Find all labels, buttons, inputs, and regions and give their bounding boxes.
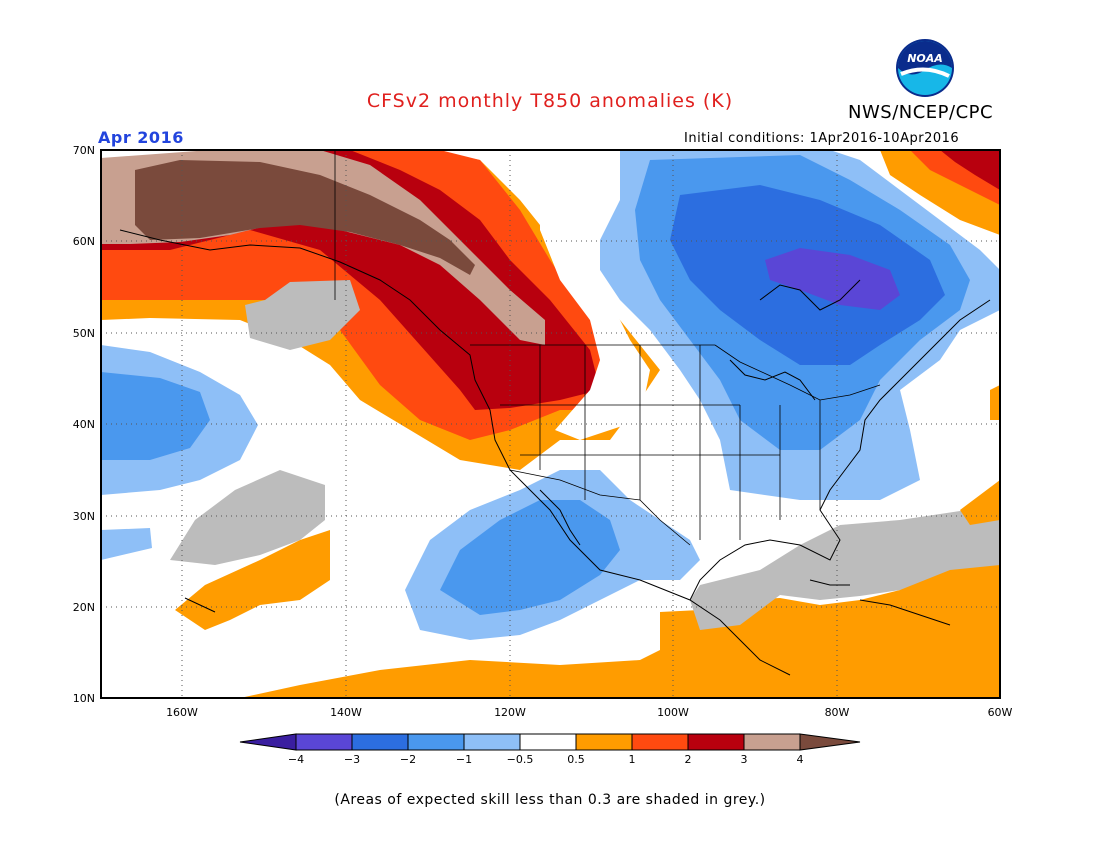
- colorbar-label: 4: [797, 753, 804, 766]
- organization-label: NWS/NCEP/CPC: [848, 102, 994, 123]
- colorbar-label: 0.5: [567, 753, 585, 766]
- skill-note: (Areas of expected skill less than 0.3 a…: [334, 792, 766, 808]
- lon-label: 100W: [657, 706, 689, 719]
- lat-label: 50N: [73, 327, 95, 340]
- low-skill-pacific: [170, 470, 325, 565]
- warm-band-south: [240, 560, 1000, 698]
- colorbar-swatch: [631, 733, 689, 751]
- colorbar: [239, 733, 861, 751]
- initial-conditions: Initial conditions: 1Apr2016-10Apr2016: [684, 131, 960, 146]
- colorbar-label: −3: [344, 753, 360, 766]
- lon-label: 140W: [330, 706, 362, 719]
- chart-title: CFSv2 monthly T850 anomalies (K): [366, 90, 734, 112]
- logo-text: NOAA: [907, 52, 943, 65]
- noaa-logo: NOAA: [896, 39, 954, 97]
- lon-label: 120W: [494, 706, 526, 719]
- colorbar-label: −4: [288, 753, 304, 766]
- forecast-period: Apr 2016: [98, 128, 184, 147]
- colorbar-swatch: [351, 733, 409, 751]
- lon-label: 60W: [988, 706, 1013, 719]
- lat-label: 20N: [73, 601, 95, 614]
- colorbar-labels: −4 −3 −2 −1 −0.5 0.5 1 2 3 4: [288, 753, 804, 766]
- lon-label: 160W: [166, 706, 198, 719]
- colorbar-label: 1: [629, 753, 636, 766]
- colorbar-swatch: [407, 733, 465, 751]
- colorbar-swatch: [687, 733, 745, 751]
- extreme-warm-anomaly: [135, 160, 475, 275]
- cool-west-pacific-core: [101, 372, 210, 460]
- colorbar-label: −2: [400, 753, 416, 766]
- lat-label: 10N: [73, 692, 95, 705]
- cool-southwest-core: [440, 500, 620, 615]
- warm-hawaii: [175, 530, 330, 630]
- colorbar-label: −1: [456, 753, 472, 766]
- lon-label: 80W: [825, 706, 850, 719]
- colorbar-swatch: [743, 733, 801, 751]
- colorbar-swatch: [295, 733, 353, 751]
- coastlines: [119, 229, 991, 676]
- colorbar-arrow-left: [239, 733, 297, 751]
- lat-label: 30N: [73, 510, 95, 523]
- cool-east-core: [765, 248, 900, 310]
- colorbar-label: 3: [741, 753, 748, 766]
- colorbar-swatch: [463, 733, 521, 751]
- political-borders: [334, 150, 881, 546]
- latitude-labels: 70N 60N 50N 40N 30N 20N 10N: [73, 144, 95, 705]
- lat-label: 60N: [73, 235, 95, 248]
- anomaly-fields: [101, 150, 1000, 698]
- lat-label: 70N: [73, 144, 95, 157]
- longitude-labels: 160W 140W 120W 100W 80W 60W: [166, 706, 1012, 719]
- colorbar-label: −0.5: [507, 753, 534, 766]
- low-skill-caribbean: [690, 505, 1000, 630]
- colorbar-arrow-right: [799, 733, 861, 751]
- map-frame: [100, 149, 1001, 699]
- colorbar-swatch: [575, 733, 633, 751]
- lat-label: 40N: [73, 418, 95, 431]
- colorbar-label: 2: [685, 753, 692, 766]
- colorbar-swatch: [519, 733, 577, 751]
